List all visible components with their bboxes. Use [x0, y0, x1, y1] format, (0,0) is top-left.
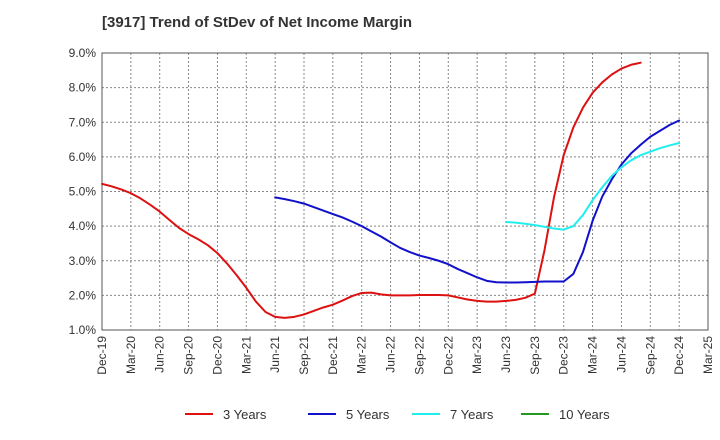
y-tick-label: 7.0%: [69, 115, 97, 129]
y-tick-label: 1.0%: [69, 323, 97, 337]
x-tick-label: Sep-23: [528, 336, 542, 375]
x-tick-label: Mar-23: [470, 336, 484, 374]
x-tick-label: Mar-20: [124, 336, 138, 374]
x-tick-label: Dec-21: [326, 336, 340, 375]
y-tick-label: 3.0%: [69, 254, 97, 268]
x-tick-label: Dec-20: [210, 336, 224, 375]
legend-label: 3 Years: [223, 407, 267, 422]
x-tick-label: Mar-21: [239, 336, 253, 374]
y-tick-label: 4.0%: [69, 219, 97, 233]
x-tick-label: Sep-20: [182, 336, 196, 375]
x-tick-label: Jun-23: [499, 336, 513, 373]
x-tick-label: Jun-21: [268, 336, 282, 373]
legend-label: 10 Years: [559, 407, 610, 422]
y-tick-label: 6.0%: [69, 150, 97, 164]
y-tick-label: 5.0%: [69, 185, 97, 199]
x-tick-label: Mar-22: [355, 336, 369, 374]
y-tick-label: 2.0%: [69, 288, 97, 302]
chart-title: [3917] Trend of StDev of Net Income Marg…: [102, 14, 413, 31]
y-tick-label: 9.0%: [69, 46, 97, 60]
x-tick-label: Sep-21: [297, 336, 311, 375]
x-tick-label: Mar-24: [586, 336, 600, 374]
x-tick-label: Jun-20: [153, 336, 167, 373]
plot-area: [102, 53, 708, 330]
x-tick-label: Sep-24: [643, 336, 657, 375]
x-tick-label: Dec-19: [95, 336, 109, 375]
x-tick-label: Dec-22: [441, 336, 455, 375]
x-tick-label: Dec-24: [672, 336, 686, 375]
legend-label: 7 Years: [450, 407, 494, 422]
x-tick-label: Sep-22: [412, 336, 426, 375]
x-tick-label: Mar-25: [701, 336, 715, 374]
plot-border: [101, 52, 709, 331]
x-tick-label: Jun-22: [384, 336, 398, 373]
x-tick-label: Dec-23: [557, 336, 571, 375]
series-lines: [101, 61, 681, 319]
x-tick-label: Jun-24: [614, 336, 628, 373]
series-line-5-years: [274, 119, 681, 284]
y-tick-label: 8.0%: [69, 81, 97, 95]
series-line-3-years: [101, 61, 642, 319]
series-line-7-years: [505, 142, 681, 231]
axes: 1.0% 2.0% 3.0% 4.0% 5.0% 6.0% 7.0% 8.0% 9.0% Dec-…: [69, 46, 715, 375]
legend-label: 5 Years: [346, 407, 390, 422]
legend: 3 Years 5 Years 7 Years 10 Years: [185, 407, 610, 422]
